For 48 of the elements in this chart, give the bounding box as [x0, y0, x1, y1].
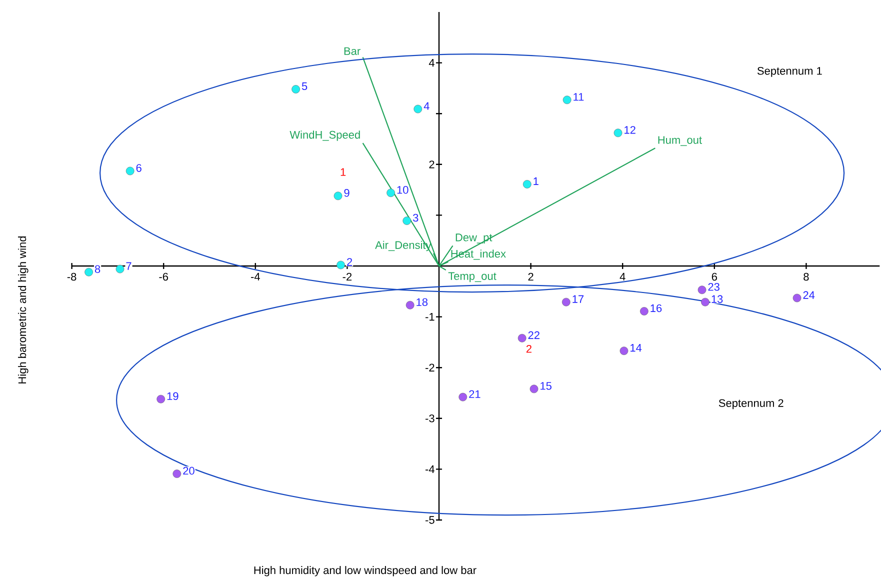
x-tick-label: -4: [251, 272, 260, 280]
y-tick-label: 4: [428, 59, 434, 67]
x-tick-label: -8: [67, 272, 76, 281]
annotation: 20: [183, 466, 194, 475]
annotation: 5: [302, 82, 308, 90]
y-tick-label: 2: [429, 160, 434, 168]
series-label: Bar: [344, 47, 360, 56]
annotation: Septennum 2: [718, 399, 784, 410]
annotation: 1: [534, 177, 538, 185]
annotation: 22: [528, 331, 540, 339]
y-tick-label: -1: [426, 313, 434, 321]
annotation: Septennum 1: [757, 66, 822, 77]
x-tick-label: -2: [342, 272, 352, 281]
annotation: 14: [630, 344, 642, 352]
annotation: 7: [126, 262, 132, 270]
annotation: 18: [416, 298, 428, 306]
annotation: 3: [413, 214, 418, 222]
y-tick-label: -3: [426, 414, 434, 422]
annotation: 9: [344, 189, 350, 197]
annotation: 21: [469, 390, 480, 398]
annotation: 10: [397, 186, 408, 194]
annotation: 19: [167, 392, 178, 400]
annotation: 2: [526, 344, 532, 353]
annotation: 16: [650, 304, 662, 312]
annotation: 8: [94, 265, 100, 273]
y-axis-title: High barometric and high wind: [18, 236, 28, 384]
series-label: Hum_out: [658, 136, 702, 146]
annotation: 15: [540, 382, 552, 390]
annotation: 6: [136, 164, 142, 172]
y-tick-label: -4: [426, 465, 434, 473]
y-tick-label: -2: [426, 364, 434, 372]
series-label: WindH_Speed: [290, 130, 360, 141]
x-tick-label: 8: [804, 272, 809, 281]
annotation: 17: [572, 295, 584, 303]
annotation: 23: [708, 282, 720, 291]
annotation: 13: [712, 295, 723, 303]
x-tick-label: 4: [620, 272, 626, 280]
x-tick-label: -6: [159, 272, 168, 281]
y-tick-label: -5: [426, 516, 434, 524]
annotation: 24: [803, 291, 815, 299]
annotation: 2: [347, 258, 352, 266]
x-tick-label: 2: [528, 272, 534, 281]
annotation: 1: [340, 168, 346, 176]
x-tick-label: 6: [712, 272, 717, 281]
annotation: 12: [624, 126, 636, 134]
annotation: 11: [574, 93, 584, 101]
series-label: Temp_out: [448, 272, 496, 282]
x-axis-title: High humidity and low windspeed and low bar: [254, 566, 476, 576]
